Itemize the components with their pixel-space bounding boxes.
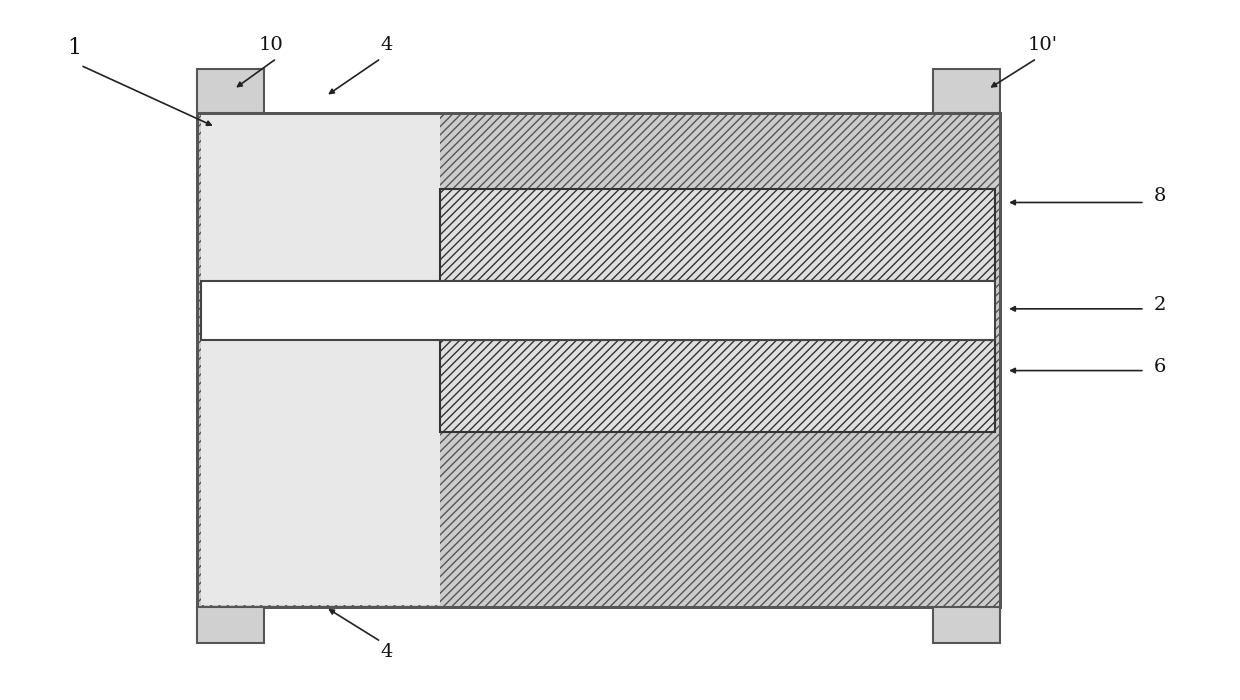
Text: 4: 4 bbox=[381, 643, 393, 661]
Text: 10: 10 bbox=[258, 36, 283, 54]
Bar bbox=[932, 69, 1001, 113]
Bar bbox=[197, 69, 264, 113]
Text: 1: 1 bbox=[67, 37, 82, 59]
Bar bbox=[197, 113, 1001, 608]
Bar bbox=[201, 116, 440, 606]
Text: 6: 6 bbox=[1153, 358, 1166, 376]
Bar bbox=[932, 608, 1001, 643]
Bar bbox=[197, 113, 1001, 608]
Bar bbox=[440, 340, 996, 433]
Text: 10': 10' bbox=[1028, 36, 1058, 54]
Text: 2: 2 bbox=[1153, 296, 1166, 314]
Text: 8: 8 bbox=[1153, 187, 1166, 204]
Text: 4: 4 bbox=[381, 36, 393, 54]
Bar bbox=[201, 281, 996, 340]
Bar bbox=[440, 189, 996, 281]
Bar bbox=[197, 608, 264, 643]
